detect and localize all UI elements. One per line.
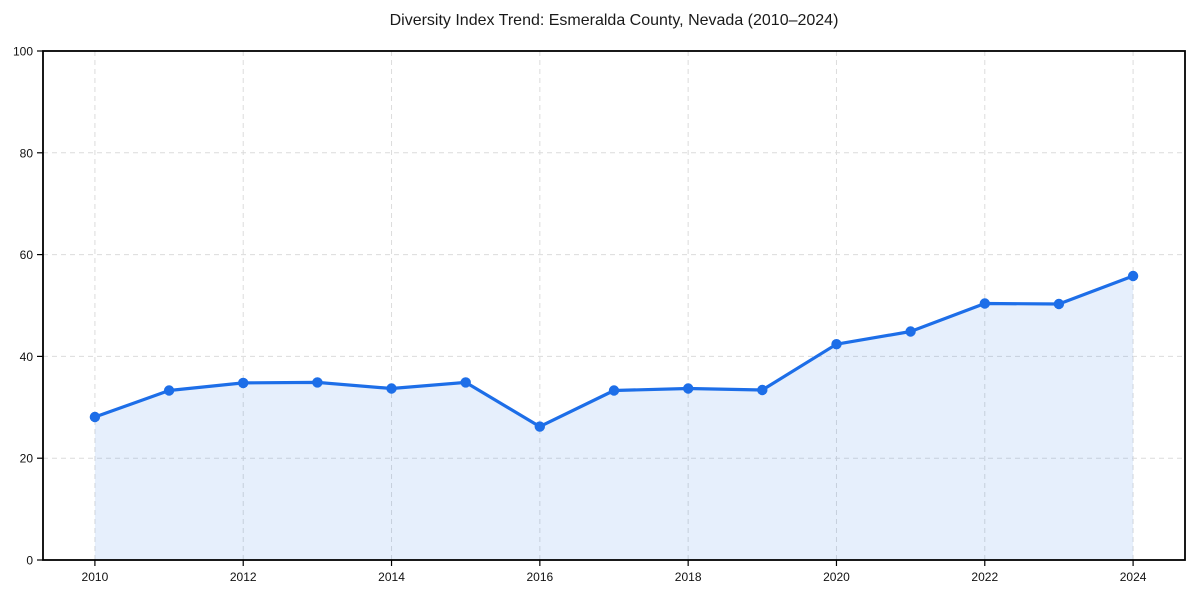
data-point xyxy=(534,421,545,432)
chart-title: Diversity Index Trend: Esmeralda County,… xyxy=(389,12,839,29)
y-tick-label: 100 xyxy=(13,45,33,59)
area-shape xyxy=(94,276,1134,560)
data-point xyxy=(238,377,249,389)
x-gridlines xyxy=(94,51,1134,560)
x-tick-label: 2014 xyxy=(378,570,405,584)
data-point xyxy=(163,385,175,396)
y-tick-label: 60 xyxy=(20,248,34,262)
y-tick-label: 80 xyxy=(20,146,34,160)
area-fill xyxy=(94,276,1134,560)
data-point xyxy=(757,384,768,396)
data-point xyxy=(683,383,694,394)
data-point xyxy=(608,385,620,396)
x-tick-label: 2016 xyxy=(526,570,553,584)
data-point xyxy=(831,339,842,350)
y-tick-labels: 0 20 40 60 80 100 xyxy=(13,45,33,568)
data-point xyxy=(1127,270,1139,282)
data-point xyxy=(386,383,397,394)
x-tick-label: 2020 xyxy=(823,570,850,584)
data-point xyxy=(905,326,916,337)
axis-ticks xyxy=(37,50,1134,566)
plot-border xyxy=(42,50,1186,561)
x-tick-labels: 2010 2012 2014 2016 2018 2020 2022 2024 xyxy=(82,570,1147,584)
data-point xyxy=(979,298,990,309)
x-tick-label: 2022 xyxy=(971,570,998,584)
y-tick-label: 40 xyxy=(20,350,34,364)
y-tick-label: 20 xyxy=(20,452,34,466)
data-point xyxy=(1053,298,1065,310)
x-tick-label: 2024 xyxy=(1120,570,1147,584)
data-point xyxy=(460,377,471,388)
spines xyxy=(42,50,1186,561)
y-tick-label: 0 xyxy=(26,554,33,568)
x-tick-label: 2010 xyxy=(82,570,109,584)
data-points xyxy=(89,270,1139,432)
data-point xyxy=(312,377,323,388)
data-point xyxy=(89,411,101,423)
x-tick-label: 2012 xyxy=(230,570,257,584)
x-tick-label: 2018 xyxy=(675,570,702,584)
